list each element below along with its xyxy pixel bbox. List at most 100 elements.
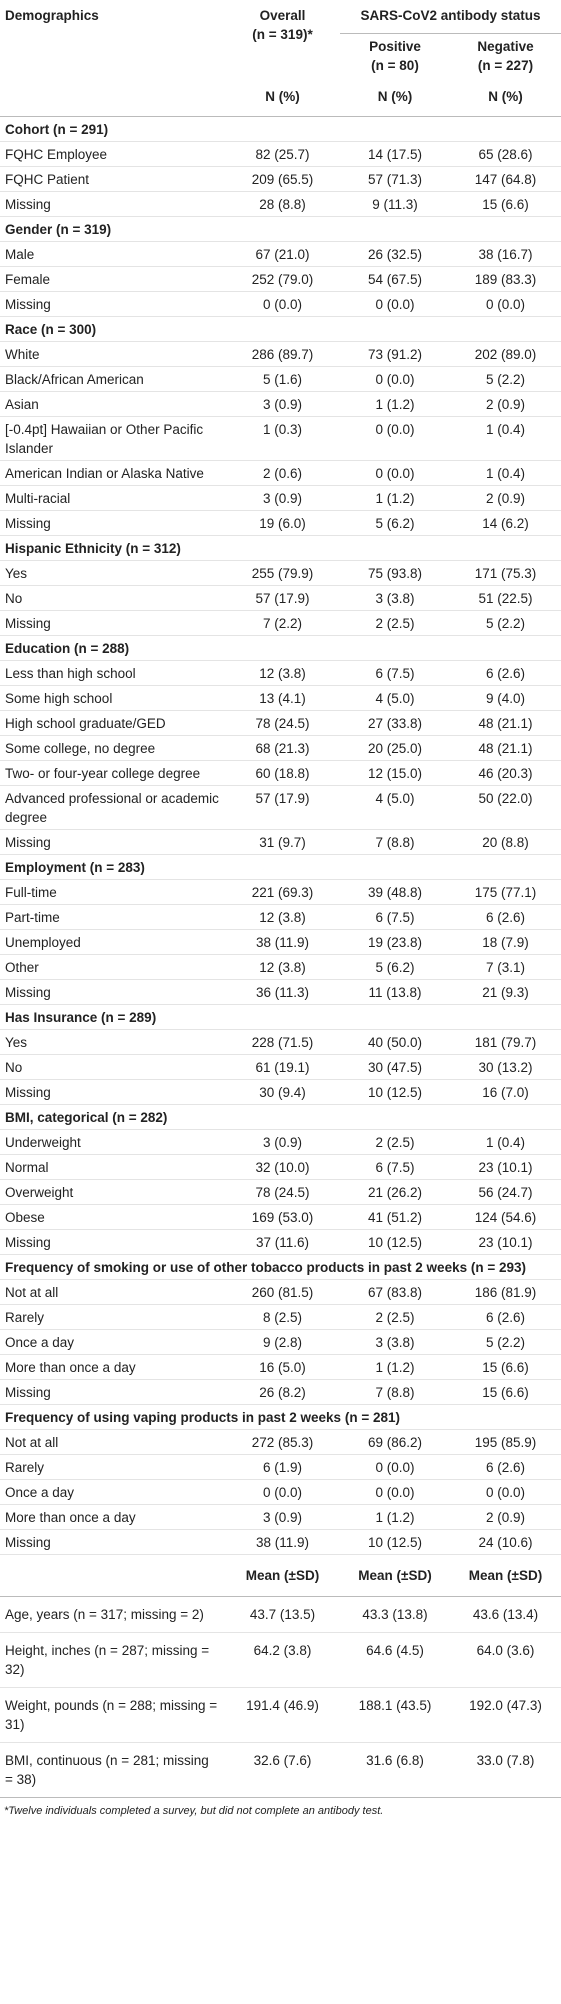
cell-value: 43.6 (13.4) xyxy=(450,1596,561,1633)
table-row: Unemployed 38 (11.9) 19 (23.8) 18 (7.9) xyxy=(0,929,561,955)
section-title: Frequency of using vaping products in pa… xyxy=(0,1404,561,1430)
cell-value: 78 (24.5) xyxy=(225,1179,340,1205)
table-row: Rarely 8 (2.5) 2 (2.5) 6 (2.6) xyxy=(0,1304,561,1330)
cell-value: 12 (3.8) xyxy=(225,954,340,980)
cell-value: 38 (11.9) xyxy=(225,929,340,955)
cell-value: 195 (85.9) xyxy=(450,1429,561,1455)
cell-value: 2 (2.5) xyxy=(340,610,450,636)
cell-value: 57 (17.9) xyxy=(225,785,340,830)
table-body: Cohort (n = 291) FQHC Employee 82 (25.7) 14… xyxy=(0,116,561,1798)
row-label: Two- or four-year college degree xyxy=(0,760,225,786)
cell-value: 9 (11.3) xyxy=(340,191,450,217)
row-label: Missing xyxy=(0,510,225,536)
table-row: Full-time 221 (69.3) 39 (48.8) 175 (77.1) xyxy=(0,879,561,905)
cell-value: 36 (11.3) xyxy=(225,979,340,1005)
cell-value: 21 (9.3) xyxy=(450,979,561,1005)
cell-value: 1 (1.2) xyxy=(340,485,450,511)
row-label: Underweight xyxy=(0,1129,225,1155)
table-row: Two- or four-year college degree 60 (18.8… xyxy=(0,760,561,786)
table-row: No 57 (17.9) 3 (3.8) 51 (22.5) xyxy=(0,585,561,611)
section-row: Education (n = 288) xyxy=(0,635,561,661)
cell-value: 0 (0.0) xyxy=(340,1479,450,1505)
cell-value: 43.3 (13.8) xyxy=(340,1596,450,1633)
row-label: More than once a day xyxy=(0,1504,225,1530)
table-row: Female 252 (79.0) 54 (67.5) 189 (83.3) xyxy=(0,266,561,292)
row-label: Some high school xyxy=(0,685,225,711)
row-label: Height, inches (n = 287; missing = 32) xyxy=(0,1632,225,1688)
table-row: Some college, no degree 68 (21.3) 20 (25.0… xyxy=(0,735,561,761)
cell-value: 16 (7.0) xyxy=(450,1079,561,1105)
cell-value: 5 (6.2) xyxy=(340,954,450,980)
row-label: Female xyxy=(0,266,225,292)
cell-value: 37 (11.6) xyxy=(225,1229,340,1255)
table-row: Not at all 272 (85.3) 69 (86.2) 195 (85.9) xyxy=(0,1429,561,1455)
row-label: High school graduate/GED xyxy=(0,710,225,736)
cell-value: 202 (89.0) xyxy=(450,341,561,367)
cell-value: 255 (79.9) xyxy=(225,560,340,586)
table-row: High school graduate/GED 78 (24.5) 27 (33.… xyxy=(0,710,561,736)
table-row: Underweight 3 (0.9) 2 (2.5) 1 (0.4) xyxy=(0,1129,561,1155)
cell-value: 5 (2.2) xyxy=(450,610,561,636)
table-row: More than once a day 3 (0.9) 1 (1.2) 2 (0.9… xyxy=(0,1504,561,1530)
table-row: BMI, continuous (n = 281; missing = 38) 3… xyxy=(0,1742,561,1798)
cell-value: 15 (6.6) xyxy=(450,1354,561,1380)
header-text: (n = 227) xyxy=(477,57,534,73)
cell-value: 0 (0.0) xyxy=(340,416,450,461)
header-text: Overall xyxy=(259,8,306,23)
cell-value: 67 (21.0) xyxy=(225,241,340,267)
table-row: Missing 31 (9.7) 7 (8.8) 20 (8.8) xyxy=(0,829,561,855)
cell-value: 189 (83.3) xyxy=(450,266,561,292)
row-label: Missing xyxy=(0,979,225,1005)
row-label: Overweight xyxy=(0,1179,225,1205)
header-cell: Mean (±SD) xyxy=(225,1554,340,1597)
table-row: Missing 19 (6.0) 5 (6.2) 14 (6.2) xyxy=(0,510,561,536)
section-title: Cohort (n = 291) xyxy=(0,116,561,142)
cell-value: 260 (81.5) xyxy=(225,1279,340,1305)
cell-value: 28 (8.8) xyxy=(225,191,340,217)
table-row: Missing 0 (0.0) 0 (0.0) 0 (0.0) xyxy=(0,291,561,317)
cell-value: 272 (85.3) xyxy=(225,1429,340,1455)
cell-value: 2 (0.9) xyxy=(450,1504,561,1530)
cell-value: 186 (81.9) xyxy=(450,1279,561,1305)
cell-value: 64.6 (4.5) xyxy=(340,1632,450,1688)
row-label: Yes xyxy=(0,560,225,586)
table-row: Obese 169 (53.0) 41 (51.2) 124 (54.6) xyxy=(0,1204,561,1230)
section-row: BMI, categorical (n = 282) xyxy=(0,1104,561,1130)
row-label: Missing xyxy=(0,1379,225,1405)
cell-value: 6 (7.5) xyxy=(340,660,450,686)
cell-value: 30 (9.4) xyxy=(225,1079,340,1105)
cell-value: 0 (0.0) xyxy=(225,291,340,317)
table-row: Missing 36 (11.3) 11 (13.8) 21 (9.3) xyxy=(0,979,561,1005)
cell-value: 57 (71.3) xyxy=(340,166,450,192)
table-row: FQHC Employee 82 (25.7) 14 (17.5) 65 (28.6) xyxy=(0,141,561,167)
row-label: Once a day xyxy=(0,1479,225,1505)
section-title: Employment (n = 283) xyxy=(0,854,561,880)
cell-value: 10 (12.5) xyxy=(340,1229,450,1255)
cell-value: 41 (51.2) xyxy=(340,1204,450,1230)
section-title: Frequency of smoking or use of other tob… xyxy=(0,1254,561,1280)
footnote: *Twelve individuals completed a survey, … xyxy=(4,1805,384,1817)
row-label: Asian xyxy=(0,391,225,417)
section-title: Race (n = 300) xyxy=(0,316,561,342)
cell-value: 78 (24.5) xyxy=(225,710,340,736)
cell-value: 15 (6.6) xyxy=(450,1379,561,1405)
cell-value: 3 (0.9) xyxy=(225,391,340,417)
table-row: Yes 255 (79.9) 75 (93.8) 171 (75.3) xyxy=(0,560,561,586)
cell-value: 1 (1.2) xyxy=(340,391,450,417)
row-label: Not at all xyxy=(0,1279,225,1305)
cell-value: 64.0 (3.6) xyxy=(450,1632,561,1688)
table-row: [-0.4pt] Hawaiian or Other Pacific Islan… xyxy=(0,416,561,461)
cell-value: 181 (79.7) xyxy=(450,1029,561,1055)
table-header: Demographics Overall (n = 319)* SARS-CoV2… xyxy=(0,0,561,117)
header-cell xyxy=(0,1554,225,1597)
cell-value: 20 (8.8) xyxy=(450,829,561,855)
cell-value: 6 (2.6) xyxy=(450,904,561,930)
cell-value: 175 (77.1) xyxy=(450,879,561,905)
cell-value: 3 (0.9) xyxy=(225,1129,340,1155)
cell-value: 48 (21.1) xyxy=(450,710,561,736)
cell-value: 0 (0.0) xyxy=(340,460,450,486)
cell-value: 6 (2.6) xyxy=(450,1304,561,1330)
cell-value: 30 (13.2) xyxy=(450,1054,561,1080)
cell-value: 46 (20.3) xyxy=(450,760,561,786)
row-label: Some college, no degree xyxy=(0,735,225,761)
